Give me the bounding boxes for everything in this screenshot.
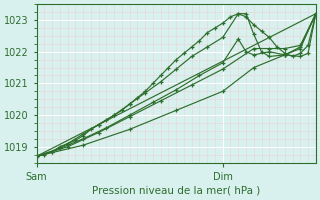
X-axis label: Pression niveau de la mer( hPa ): Pression niveau de la mer( hPa ) (92, 186, 260, 196)
